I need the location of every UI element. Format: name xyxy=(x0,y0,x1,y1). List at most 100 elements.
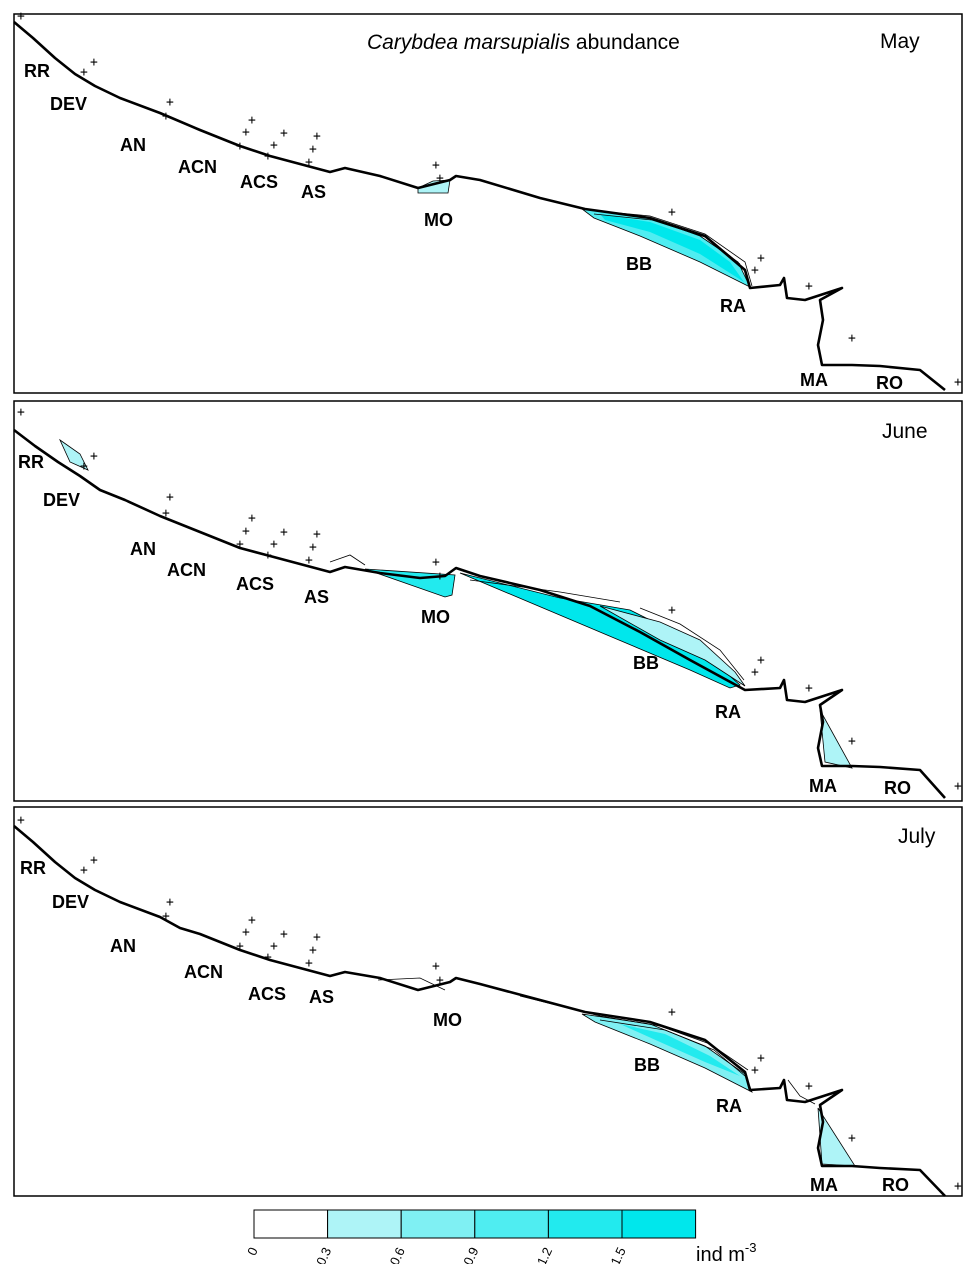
svg-text:+: + xyxy=(280,126,288,141)
site-label: ACS xyxy=(240,172,278,192)
svg-text:+: + xyxy=(248,913,256,928)
legend-tick-label: 0.3 xyxy=(313,1245,334,1264)
abundance-area-bb-outer xyxy=(599,605,746,687)
legend-swatch xyxy=(547,1209,623,1239)
svg-text:+: + xyxy=(17,405,25,420)
site-label: RR xyxy=(24,61,50,81)
legend-swatch xyxy=(621,1209,697,1239)
site-label: DEV xyxy=(52,892,89,912)
panel-frame xyxy=(13,13,963,394)
panel-may: +++ ++ +++ +++ +++ ++ +++ +++ May RR DEV… xyxy=(13,9,963,394)
coastline xyxy=(13,21,946,392)
svg-text:+: + xyxy=(848,331,856,346)
legend-swatches xyxy=(253,1209,697,1239)
site-label: AS xyxy=(304,587,329,607)
legend-tick-labels: 0 0.3 0.6 0.9 1.2 1.5 xyxy=(244,1245,629,1264)
site-label: AN xyxy=(120,135,146,155)
site-label: ACN xyxy=(178,157,217,177)
site-label: RO xyxy=(884,778,911,798)
svg-text:+: + xyxy=(166,490,174,505)
contour-line xyxy=(599,1019,746,1077)
legend-tick-label: 0.9 xyxy=(460,1245,481,1264)
svg-text:+: + xyxy=(80,65,88,80)
svg-text:+: + xyxy=(432,158,440,173)
svg-text:+: + xyxy=(280,525,288,540)
svg-text:+: + xyxy=(236,139,244,154)
svg-text:+: + xyxy=(270,939,278,954)
svg-text:+: + xyxy=(751,665,759,680)
svg-text:+: + xyxy=(280,927,288,942)
svg-text:+: + xyxy=(264,950,272,965)
svg-text:+: + xyxy=(236,939,244,954)
panel-july: +++ ++ +++ +++ +++ ++ +++ +++ July RR DE… xyxy=(13,806,963,1197)
svg-text:+: + xyxy=(757,1051,765,1066)
svg-text:+: + xyxy=(242,125,250,140)
site-label: RR xyxy=(18,452,44,472)
svg-text:+: + xyxy=(248,113,256,128)
coastline xyxy=(13,428,946,799)
site-label: RA xyxy=(715,702,741,722)
svg-text:+: + xyxy=(668,603,676,618)
abundance-core-bb xyxy=(600,214,744,282)
svg-text:+: + xyxy=(805,279,813,294)
svg-text:+: + xyxy=(305,553,313,568)
svg-text:+: + xyxy=(436,569,444,584)
legend-tick-label: 1.2 xyxy=(534,1245,555,1264)
panel-month: May xyxy=(880,30,920,53)
abundance-area-bb xyxy=(459,572,741,689)
svg-text:+: + xyxy=(309,142,317,157)
legend-tick-label: 1.5 xyxy=(607,1245,628,1264)
coastline xyxy=(13,825,946,1197)
svg-text:+: + xyxy=(313,527,321,542)
panel-frame xyxy=(13,400,963,802)
legend-tick-label: 0.6 xyxy=(387,1245,408,1264)
svg-text:+: + xyxy=(848,734,856,749)
svg-text:+: + xyxy=(954,779,962,794)
abundance-area-bb xyxy=(581,1013,753,1093)
svg-text:+: + xyxy=(162,909,170,924)
panel-month: June xyxy=(882,420,928,443)
contour-line xyxy=(469,579,621,603)
svg-text:+: + xyxy=(805,1079,813,1094)
svg-text:+: + xyxy=(242,925,250,940)
svg-text:+: + xyxy=(242,524,250,539)
site-label: AS xyxy=(309,987,334,1007)
site-label: BB xyxy=(626,254,652,274)
site-label: AS xyxy=(301,182,326,202)
site-label: MO xyxy=(421,607,450,627)
svg-text:+: + xyxy=(757,251,765,266)
svg-text:+: + xyxy=(166,95,174,110)
svg-text:+: + xyxy=(309,943,317,958)
svg-text:+: + xyxy=(166,895,174,910)
svg-text:+: + xyxy=(436,973,444,988)
panel-frame xyxy=(13,806,963,1197)
site-label: AN xyxy=(130,539,156,559)
svg-text:+: + xyxy=(90,853,98,868)
site-label: AN xyxy=(110,936,136,956)
svg-text:+: + xyxy=(757,653,765,668)
svg-text:+: + xyxy=(270,138,278,153)
svg-text:+: + xyxy=(236,537,244,552)
panel-month: July xyxy=(898,825,936,848)
site-label: MA xyxy=(810,1175,838,1195)
svg-text:+: + xyxy=(313,129,321,144)
svg-text:+: + xyxy=(954,1179,962,1194)
site-label: DEV xyxy=(50,94,87,114)
site-label: RR xyxy=(20,858,46,878)
station-markers: +++ ++ +++ +++ +++ ++ +++ +++ xyxy=(17,405,962,794)
color-legend: 0 0.3 0.6 0.9 1.2 1.5 ind m-3 xyxy=(244,1209,756,1264)
contour-line xyxy=(639,607,745,681)
legend-swatch xyxy=(253,1209,329,1239)
svg-text:+: + xyxy=(17,9,25,24)
site-label: RO xyxy=(876,373,903,393)
panel-june: +++ ++ +++ +++ +++ ++ +++ +++ June RR DE… xyxy=(13,400,963,802)
legend-tick-label: 0 xyxy=(244,1245,261,1258)
svg-text:+: + xyxy=(264,548,272,563)
svg-text:+: + xyxy=(305,956,313,971)
site-label: MO xyxy=(424,210,453,230)
svg-text:+: + xyxy=(313,930,321,945)
site-label: RA xyxy=(716,1096,742,1116)
abundance-core-bb xyxy=(620,1024,740,1076)
site-label: MO xyxy=(433,1010,462,1030)
contour-line xyxy=(329,554,366,566)
